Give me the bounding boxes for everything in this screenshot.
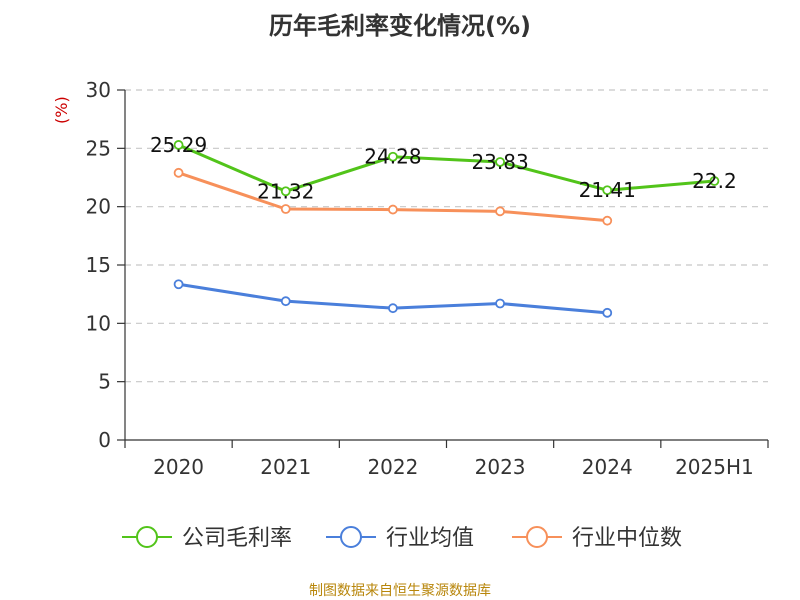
data-label: 21.41: [579, 178, 636, 202]
data-label: 21.32: [257, 179, 314, 203]
data-point: [602, 307, 613, 318]
data-point: [173, 279, 184, 290]
x-tick-label: 2025H1: [675, 455, 754, 479]
data-label: 22.2: [692, 169, 737, 193]
y-tick-label: 20: [86, 195, 111, 219]
x-tick-label: 2020: [153, 455, 204, 479]
data-point: [388, 303, 398, 314]
y-tick-label: 15: [86, 253, 111, 277]
data-point: [173, 140, 184, 150]
data-point: [709, 176, 720, 186]
data-point: [280, 204, 291, 214]
data-point: [495, 157, 505, 167]
data-point: [602, 215, 613, 226]
legend-marker[interactable]: [526, 526, 548, 548]
data-label: 25.29: [150, 133, 207, 157]
legend-marker[interactable]: [340, 526, 362, 548]
chart-title: 历年毛利率变化情况(%): [269, 12, 531, 40]
x-tick-label: 2021: [260, 455, 311, 479]
legend-marker[interactable]: [136, 526, 158, 548]
data-point: [280, 186, 291, 197]
x-tick-label: 2024: [582, 455, 633, 479]
data-label: 24.28: [364, 145, 421, 169]
x-tick-label: 2023: [475, 455, 526, 479]
data-point: [388, 204, 398, 215]
data-point: [388, 151, 398, 162]
y-tick-label: 0: [98, 428, 111, 452]
legend-label[interactable]: 行业中位数: [572, 526, 682, 551]
x-tick-label: 2022: [367, 455, 418, 479]
source-note: 制图数据来自恒生聚源数据库: [309, 583, 491, 599]
data-label: 23.83: [471, 150, 528, 174]
data-point: [495, 206, 505, 217]
data-point: [495, 298, 505, 309]
series-line: [177, 143, 715, 193]
legend-label[interactable]: 行业均值: [386, 526, 474, 551]
data-point: [602, 185, 613, 196]
legend-label[interactable]: 公司毛利率: [182, 526, 292, 551]
y-tick-label: 25: [86, 136, 111, 160]
y-tick-label: 5: [98, 370, 111, 394]
y-tick-label: 10: [86, 311, 111, 335]
data-point: [173, 167, 184, 178]
data-point: [280, 296, 291, 307]
y-tick-label: 30: [86, 78, 111, 102]
